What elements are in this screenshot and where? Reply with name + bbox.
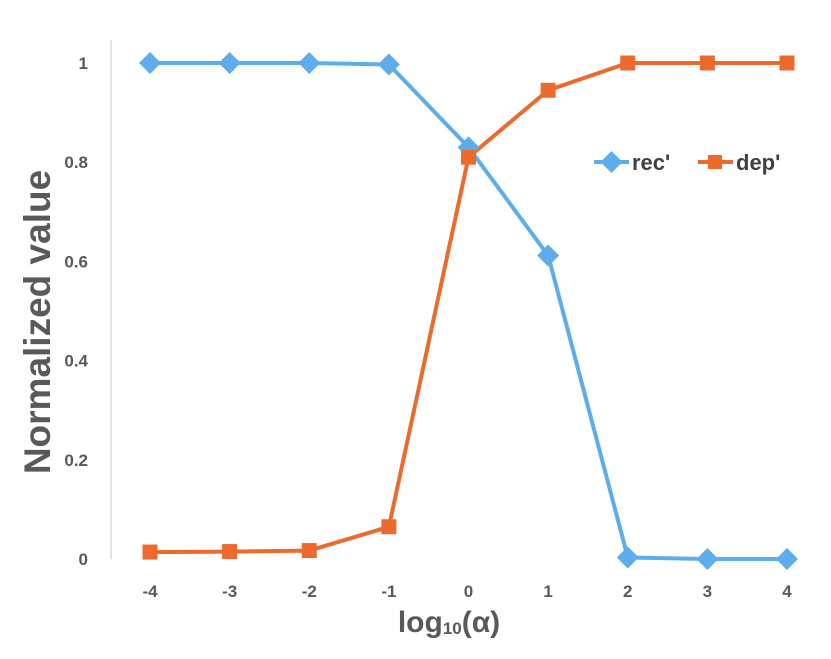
y-tick-label: 0.2 [64, 451, 88, 470]
data-point-rec [377, 53, 400, 76]
data-point-dep [779, 55, 795, 71]
legend-label-rec: rec' [632, 150, 670, 175]
data-point-dep [301, 543, 317, 559]
x-tick-label: -2 [302, 582, 317, 601]
x-axis-title: log10(α) [398, 606, 500, 639]
x-tick-label: -4 [142, 582, 158, 601]
x-tick-label: 1 [543, 582, 552, 601]
legend-marker-rec [600, 151, 623, 173]
legend: rec' dep' [594, 150, 780, 175]
x-axis-title-subscript: 10 [443, 619, 462, 638]
data-point-dep [620, 55, 636, 71]
data-point-dep [142, 544, 158, 560]
y-tick-label: 0.6 [64, 252, 88, 271]
y-tick-label: 1 [79, 54, 88, 73]
x-axis-title-suffix: (α) [462, 606, 500, 639]
x-axis-title-prefix: log [398, 606, 443, 639]
data-point-rec [616, 546, 639, 569]
data-point-rec [298, 52, 321, 74]
legend-label-dep: dep' [736, 150, 780, 175]
data-point-rec [537, 244, 560, 267]
data-point-rec [776, 548, 798, 570]
x-tick-label: -3 [222, 582, 237, 601]
data-point-rec [139, 52, 161, 74]
y-axis-title: Normalized value [17, 170, 58, 474]
x-tick-label: 4 [782, 582, 792, 601]
data-point-dep [540, 82, 556, 98]
x-tick-label: 0 [464, 582, 473, 601]
data-point-rec [696, 548, 719, 570]
y-tick-labels: 0 0.2 0.4 0.6 0.8 1 [64, 54, 88, 569]
x-tick-label: 2 [623, 582, 632, 601]
y-tick-label: 0.8 [64, 153, 88, 172]
legend-item-dep: dep' [698, 150, 780, 175]
data-point-rec [218, 52, 241, 74]
data-point-dep [699, 55, 715, 71]
legend-marker-dep [708, 155, 722, 169]
x-tick-labels: -4 -3 -2 -1 0 1 2 3 4 [142, 582, 792, 601]
x-tick-label: 3 [703, 582, 712, 601]
data-point-dep [381, 519, 397, 535]
series-markers [139, 52, 798, 570]
y-tick-label: 0.4 [64, 352, 88, 371]
legend-item-rec: rec' [594, 150, 670, 175]
data-point-dep [222, 544, 238, 560]
y-tick-label: 0 [79, 550, 88, 569]
data-point-dep [461, 149, 476, 165]
x-tick-label: -1 [381, 582, 396, 601]
